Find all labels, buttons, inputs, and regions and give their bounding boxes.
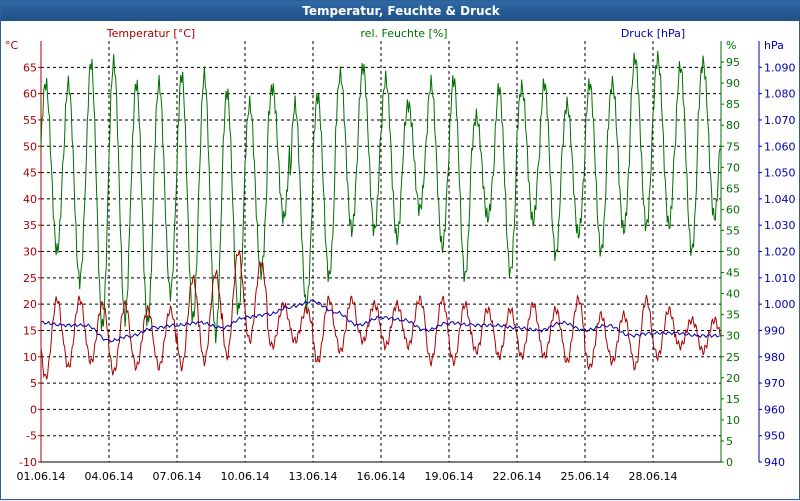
pressure-tick-label: 980 bbox=[764, 351, 785, 364]
temperature-tick-label: 50 bbox=[23, 140, 37, 153]
x-tick-label: 28.06.14 bbox=[629, 470, 678, 483]
temperature-tick-label: 25 bbox=[23, 272, 37, 285]
humidity-tick-label: 15 bbox=[726, 393, 740, 406]
temperature-tick-label: 60 bbox=[23, 88, 37, 101]
x-tick-label: 22.06.14 bbox=[493, 470, 542, 483]
humidity-tick-label: 30 bbox=[726, 330, 740, 343]
humidity-line bbox=[40, 50, 721, 344]
pressure-tick-label: 1.090 bbox=[764, 61, 796, 74]
temperature-tick-label: 20 bbox=[23, 298, 37, 311]
humidity-tick-label: 25 bbox=[726, 351, 740, 364]
pressure-tick-label: 1.060 bbox=[764, 140, 796, 153]
x-tick-label: 04.06.14 bbox=[85, 470, 134, 483]
x-tick-label: 10.06.14 bbox=[221, 470, 270, 483]
humidity-tick-label: 80 bbox=[726, 119, 740, 132]
temperature-tick-label: 5 bbox=[30, 377, 37, 390]
temperature-tick-label: 45 bbox=[23, 167, 37, 180]
humidity-tick-label: 90 bbox=[726, 77, 740, 90]
x-tick-label: 19.06.14 bbox=[425, 470, 474, 483]
temperature-series-label: Temperatur [°C] bbox=[106, 27, 195, 40]
pressure-tick-label: 970 bbox=[764, 377, 785, 390]
temperature-tick-label: 65 bbox=[23, 61, 37, 74]
humidity-unit-label: % bbox=[726, 39, 736, 52]
pressure-tick-label: 1.020 bbox=[764, 246, 796, 259]
temperature-tick-label: 30 bbox=[23, 246, 37, 259]
humidity-tick-label: 5 bbox=[726, 435, 733, 448]
humidity-tick-label: 65 bbox=[726, 182, 740, 195]
temperature-tick-label: 15 bbox=[23, 324, 37, 337]
x-tick-label: 25.06.14 bbox=[561, 470, 610, 483]
pressure-tick-label: 990 bbox=[764, 324, 785, 337]
humidity-tick-label: 20 bbox=[726, 372, 740, 385]
pressure-tick-label: 1.040 bbox=[764, 193, 796, 206]
window-title: Temperatur, Feuchte & Druck bbox=[302, 4, 500, 18]
temperature-tick-label: 40 bbox=[23, 193, 37, 206]
temperature-tick-label: 35 bbox=[23, 219, 37, 232]
temperature-line bbox=[40, 250, 721, 380]
pressure-tick-label: 960 bbox=[764, 403, 785, 416]
humidity-tick-label: 0 bbox=[726, 456, 733, 469]
humidity-tick-label: 40 bbox=[726, 288, 740, 301]
pressure-tick-label: 1.000 bbox=[764, 298, 796, 311]
pressure-tick-label: 1.030 bbox=[764, 219, 796, 232]
humidity-tick-label: 10 bbox=[726, 414, 740, 427]
humidity-tick-label: 50 bbox=[726, 246, 740, 259]
humidity-tick-label: 70 bbox=[726, 161, 740, 174]
humidity-tick-label: 85 bbox=[726, 98, 740, 111]
temperature-tick-label: 10 bbox=[23, 351, 37, 364]
temperature-unit-label: °C bbox=[5, 39, 19, 52]
humidity-tick-label: 60 bbox=[726, 203, 740, 216]
x-tick-label: 16.06.14 bbox=[357, 470, 406, 483]
humidity-tick-label: 35 bbox=[726, 309, 740, 322]
pressure-tick-label: 940 bbox=[764, 456, 785, 469]
humidity-tick-label: 75 bbox=[726, 140, 740, 153]
temperature-tick-label: 55 bbox=[23, 114, 37, 127]
humidity-tick-label: 95 bbox=[726, 56, 740, 69]
humidity-tick-label: 55 bbox=[726, 224, 740, 237]
humidity-tick-label: 45 bbox=[726, 267, 740, 280]
humidity-series-label: rel. Feuchte [%] bbox=[360, 27, 447, 40]
pressure-unit-label: hPa bbox=[764, 39, 784, 52]
temperature-tick-label: 0 bbox=[30, 403, 37, 416]
temperature-tick-label: -10 bbox=[19, 456, 37, 469]
pressure-series-label: Druck [hPa] bbox=[621, 27, 685, 40]
x-tick-label: 01.06.14 bbox=[17, 470, 66, 483]
temperature-tick-label: -5 bbox=[26, 430, 37, 443]
pressure-line bbox=[40, 299, 720, 343]
pressure-tick-label: 1.010 bbox=[764, 272, 796, 285]
pressure-tick-label: 1.070 bbox=[764, 114, 796, 127]
weather-chart: 01.06.14 04.06.14 07.06.14 10.06.14 13.06.14… bbox=[5, 27, 796, 483]
x-tick-label: 13.06.14 bbox=[289, 470, 338, 483]
title-bar: Temperatur, Feuchte & Druck bbox=[1, 1, 800, 21]
pressure-tick-label: 950 bbox=[764, 430, 785, 443]
pressure-tick-label: 1.080 bbox=[764, 88, 796, 101]
pressure-tick-label: 1.050 bbox=[764, 167, 796, 180]
x-tick-label: 07.06.14 bbox=[153, 470, 202, 483]
